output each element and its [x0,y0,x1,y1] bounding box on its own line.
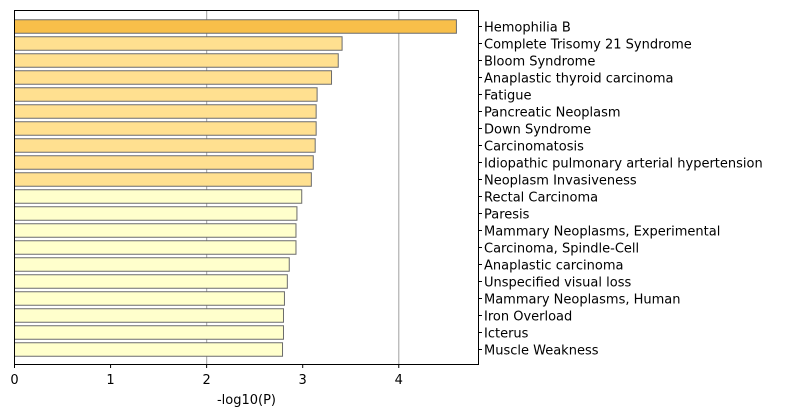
category-label: Anaplastic thyroid carcinoma [484,72,673,87]
bar [14,274,288,289]
category-labels: Hemophilia B Complete Trisomy 21 Syndrome… [478,21,763,359]
bar [14,172,312,187]
bar [14,325,284,340]
category-label: Mammary Neoplasms, Human [484,293,681,308]
category-label: Idiopathic pulmonary arterial hypertensi… [484,157,763,172]
bar [14,70,333,85]
category-label: Pancreatic Neoplasm [484,106,621,121]
category-label: Icterus [484,327,529,342]
category-label: Anaplastic carcinoma [484,259,623,274]
bar [14,19,457,34]
category-label: Fatigue [484,89,531,104]
x-tick-label: 1 [106,373,114,388]
category-label: Iron Overload [484,310,572,325]
bar [14,223,297,238]
bar [14,138,316,153]
plot-frame [14,10,479,365]
bar [14,121,317,136]
bar [14,257,290,272]
x-tick-label: 0 [10,373,18,388]
category-label: Rectal Carcinoma [484,191,598,206]
bar [14,206,298,221]
category-label: Complete Trisomy 21 Syndrome [484,38,692,53]
x-axis: 0 1 2 3 4 [10,364,403,388]
category-label: Bloom Syndrome [484,55,595,70]
bar [14,36,343,51]
bar [14,342,284,357]
category-label: Muscle Weakness [484,344,599,359]
x-tick-label: 3 [299,373,307,388]
bars [14,19,457,357]
bar [14,155,314,170]
category-label: Paresis [484,208,530,223]
x-axis-title: -log10(P) [217,393,276,408]
x-tick-label: 4 [395,373,403,388]
category-label: Mammary Neoplasms, Experimental [484,225,720,240]
bar [14,291,285,306]
x-tick-label: 2 [202,373,210,388]
bar [14,189,303,204]
category-label: Hemophilia B [484,21,571,36]
category-label: Neoplasm Invasiveness [484,174,637,189]
bar [14,240,297,255]
bar [14,53,339,68]
category-label: Carcinomatosis [484,140,584,155]
category-label: Down Syndrome [484,123,591,138]
category-label: Carcinoma, Spindle-Cell [484,242,639,257]
category-label: Unspecified visual loss [484,276,631,291]
bar [14,104,317,119]
bar [14,308,284,323]
bar [14,87,318,102]
